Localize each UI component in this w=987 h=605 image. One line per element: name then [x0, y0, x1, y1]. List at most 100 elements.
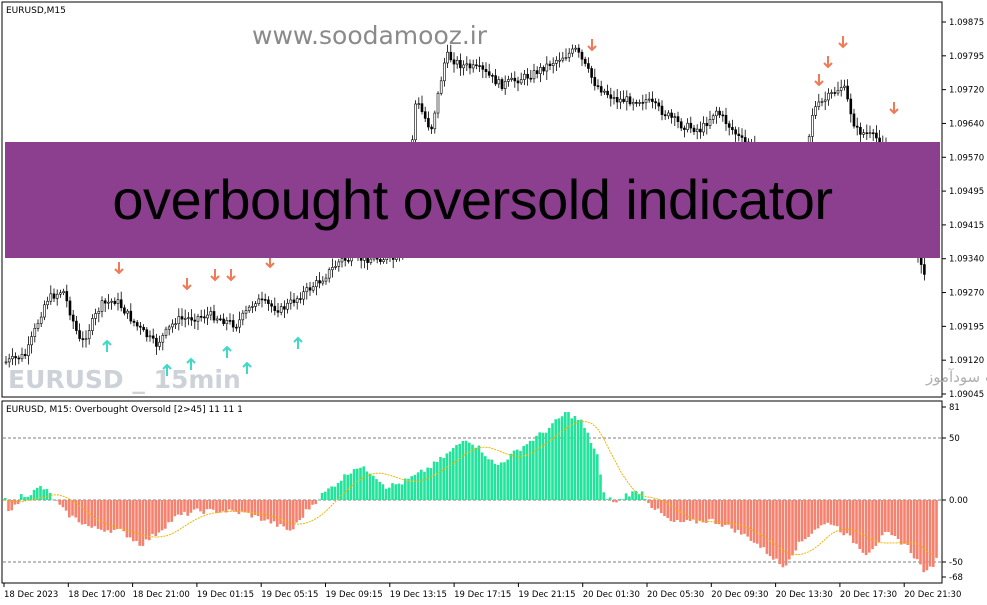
buy-arrow-icon	[823, 56, 833, 69]
candle-body	[558, 59, 561, 62]
histogram-bar-positive	[538, 432, 541, 500]
candle-body	[865, 132, 869, 135]
candle-body	[244, 310, 248, 314]
histogram-bar-positive	[503, 462, 506, 500]
candle-body	[276, 310, 280, 313]
histogram-bar-negative	[167, 500, 170, 523]
candle-body	[513, 77, 517, 82]
candle-body	[91, 318, 94, 331]
candle-body	[660, 105, 664, 115]
candle-body	[702, 123, 705, 133]
histogram-bar-negative	[823, 500, 826, 525]
histogram-bar-negative	[192, 500, 196, 510]
indicator-histogram	[4, 412, 938, 573]
histogram-bar-positive	[474, 447, 477, 500]
histogram-bar-negative	[682, 500, 685, 523]
candle-body	[663, 114, 667, 117]
candle-body	[561, 57, 565, 61]
candle-body	[715, 110, 718, 117]
candle-body	[340, 258, 344, 263]
histogram-bar-positive	[541, 432, 545, 500]
histogram-bar-negative	[778, 500, 781, 565]
candle-body	[859, 126, 862, 135]
candle-body	[347, 260, 350, 262]
candle-body	[471, 64, 475, 69]
histogram-bar-positive	[4, 498, 7, 500]
histogram-bar-negative	[100, 500, 103, 530]
histogram-bar-negative	[84, 500, 87, 524]
candle-body	[871, 132, 875, 135]
histogram-bar-negative	[122, 500, 125, 532]
candle-body	[692, 127, 696, 132]
time-tick-label: 20 Dec 17:30	[840, 590, 897, 600]
price-tick-label: 1.09720	[949, 86, 984, 96]
histogram-bar-negative	[928, 500, 932, 567]
histogram-bar-negative	[749, 500, 753, 541]
time-tick-label: 18 Dec 21:00	[133, 590, 190, 600]
histogram-bar-negative	[173, 500, 177, 517]
histogram-bar-negative	[314, 500, 317, 505]
candle-body	[75, 320, 78, 331]
candle-body	[711, 115, 715, 120]
histogram-bar-negative	[269, 500, 273, 524]
candle-body	[487, 71, 491, 76]
histogram-bar-negative	[781, 500, 785, 568]
histogram-bar-positive	[336, 482, 340, 500]
histogram-bar-negative	[109, 500, 113, 533]
histogram-bar-negative	[906, 500, 909, 545]
candle-body	[475, 64, 478, 67]
candle-body	[657, 102, 661, 107]
histogram-bar-positive	[480, 452, 484, 500]
histogram-bar-negative	[672, 500, 676, 522]
candle-body	[638, 102, 641, 104]
candle-body	[231, 320, 235, 328]
histogram-bar-negative	[909, 500, 913, 554]
candle-body	[689, 122, 693, 129]
histogram-bar-negative	[752, 500, 756, 543]
histogram-bar-positive	[384, 488, 388, 500]
histogram-bar-negative	[829, 500, 833, 525]
candle-body	[238, 319, 241, 328]
histogram-bar-negative	[55, 500, 58, 501]
histogram-bar-negative	[900, 500, 903, 545]
histogram-bar-negative	[240, 500, 244, 512]
histogram-bar-negative	[301, 500, 305, 518]
candle-body	[225, 320, 229, 325]
indicator-tick-label: -50	[949, 558, 963, 568]
histogram-bar-negative	[202, 500, 205, 514]
time-tick-label: 19 Dec 01:15	[197, 590, 254, 600]
histogram-bar-negative	[756, 500, 759, 544]
candle-body	[843, 85, 846, 88]
histogram-bar-negative	[877, 500, 881, 543]
histogram-bar-positive	[416, 472, 420, 500]
candle-body	[257, 298, 261, 305]
candle-body	[270, 303, 273, 307]
histogram-bar-negative	[215, 500, 218, 514]
histogram-bar-negative	[727, 500, 730, 525]
candle-body	[65, 291, 69, 302]
candle-body	[254, 303, 257, 307]
candle-body	[737, 133, 741, 136]
histogram-bar-positive	[23, 497, 26, 500]
histogram-bar-positive	[532, 440, 535, 500]
histogram-bar-negative	[772, 500, 775, 560]
candle-body	[436, 92, 440, 114]
histogram-bar-positive	[317, 499, 321, 501]
candle-body	[676, 116, 680, 123]
histogram-bar-positive	[375, 479, 378, 500]
candle-body	[196, 316, 200, 322]
histogram-bar-negative	[746, 500, 749, 537]
histogram-bar-positive	[624, 493, 628, 500]
price-tick-label: 1.09795	[949, 52, 984, 62]
indicator-signal-line	[3, 421, 935, 557]
candle-body	[622, 98, 625, 102]
histogram-bar-positive	[634, 490, 637, 500]
candle-body	[311, 286, 315, 291]
histogram-bar-positive	[420, 469, 423, 500]
histogram-bar-negative	[884, 500, 887, 532]
candle-body	[833, 92, 837, 94]
histogram-bar-negative	[231, 500, 234, 511]
histogram-bar-negative	[698, 500, 701, 521]
price-tick-label: 1.09570	[949, 153, 984, 163]
